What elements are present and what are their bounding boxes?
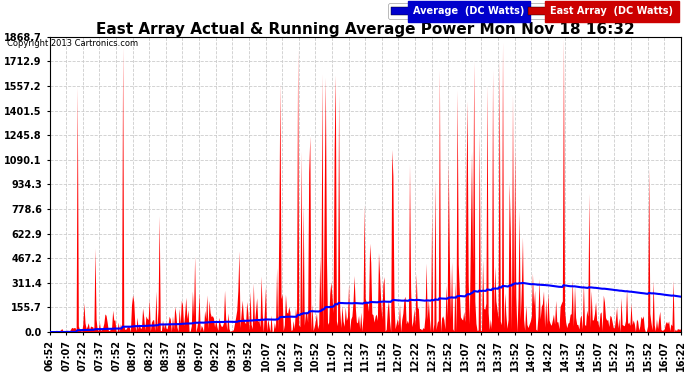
- Legend: Average  (DC Watts), East Array  (DC Watts): Average (DC Watts), East Array (DC Watts…: [388, 3, 676, 19]
- Title: East Array Actual & Running Average Power Mon Nov 18 16:32: East Array Actual & Running Average Powe…: [96, 22, 635, 37]
- Text: Copyright 2013 Cartronics.com: Copyright 2013 Cartronics.com: [7, 39, 138, 48]
